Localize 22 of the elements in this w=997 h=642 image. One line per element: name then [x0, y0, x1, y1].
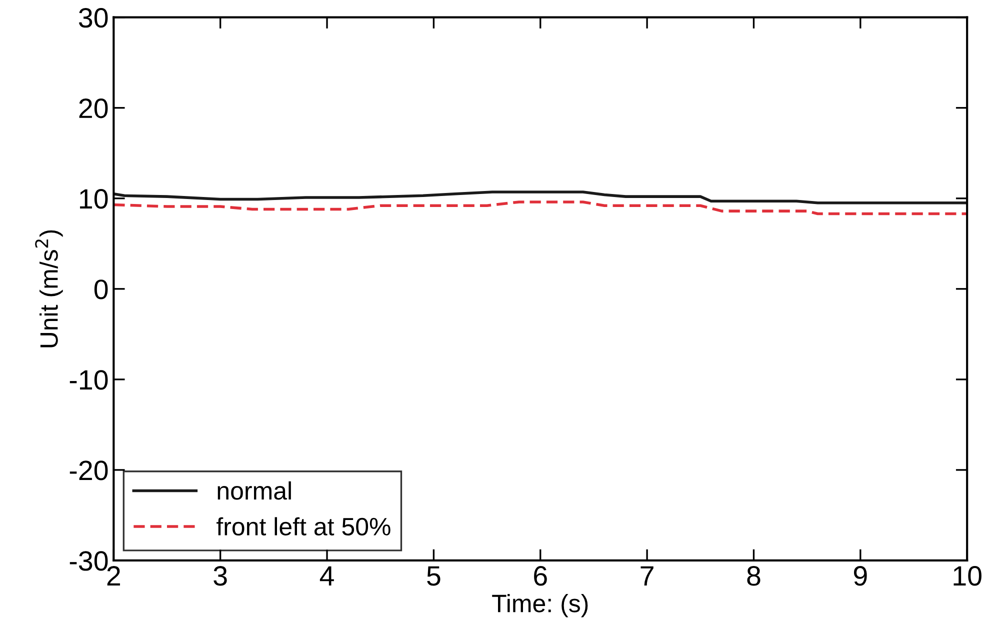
x-tick-label: 5 [427, 566, 440, 586]
x-tick-label: 7 [640, 566, 654, 586]
x-tick-label: 6 [534, 566, 547, 586]
x-tick-label: 10 [954, 566, 982, 586]
x-tick-label: 2 [107, 566, 120, 586]
y-tick-label: 20 [79, 98, 108, 118]
y-tick-label: -20 [70, 460, 108, 480]
y-tick-label: 30 [78, 8, 108, 28]
x-tick-label: 9 [854, 566, 867, 586]
x-tick-label: 8 [747, 566, 760, 586]
x-tick-label: 3 [214, 566, 227, 586]
y-axis-title: Unit (m/s$^{2}$) [35, 230, 63, 348]
x-axis-title: Time: (s) [492, 594, 588, 618]
y-tick-label: -10 [70, 370, 108, 390]
y-tick-label: 0 [94, 280, 108, 300]
x-tick-label: 4 [320, 566, 334, 586]
y-tick-label: -30 [70, 551, 108, 571]
line-series [114, 200, 968, 216]
legend-label: normal [218, 481, 291, 500]
legend-label: front left at 50% [216, 517, 390, 536]
line-series [114, 190, 968, 204]
y-tick-label: 10 [80, 189, 108, 209]
